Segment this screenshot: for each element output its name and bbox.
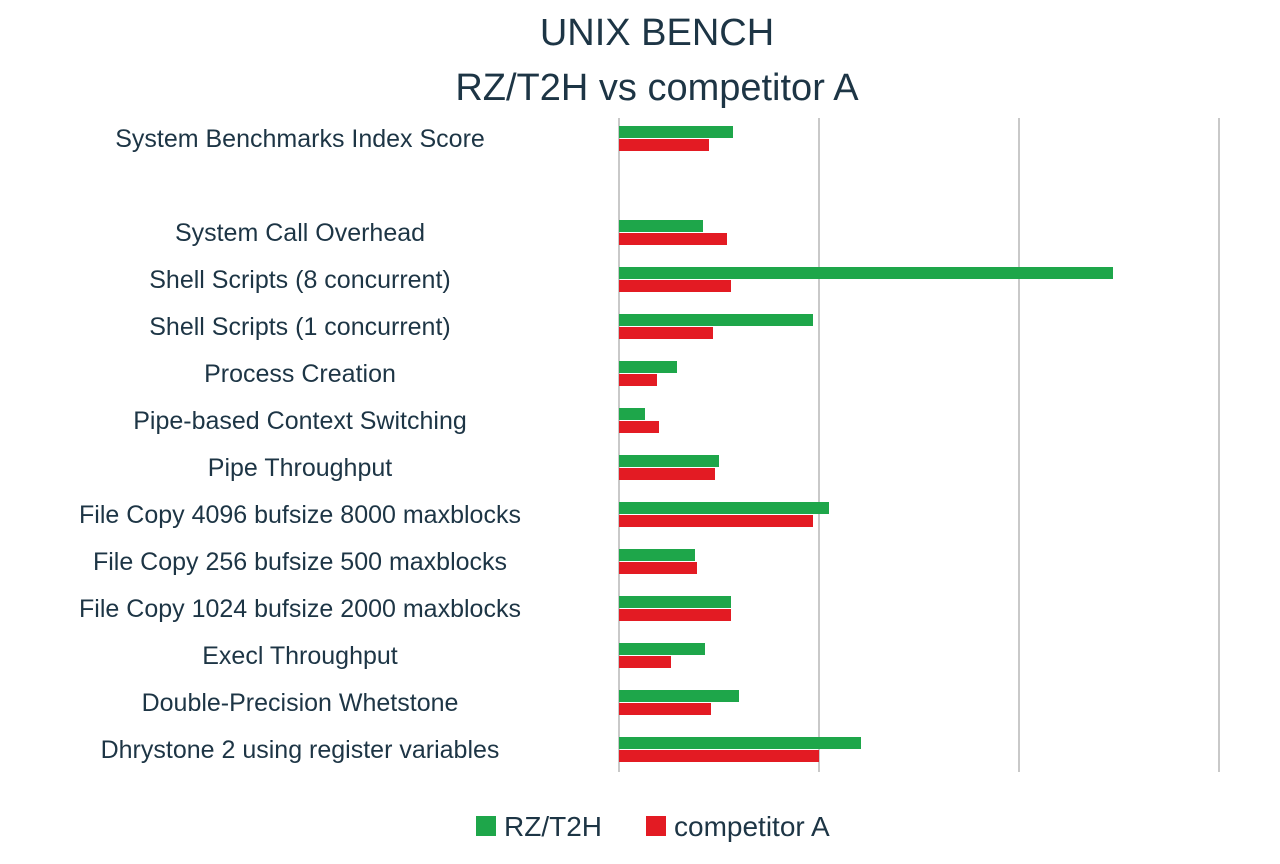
category-label-7: Pipe Throughput: [208, 454, 392, 482]
bar-rzt2h-6: [619, 408, 645, 420]
bar-rzt2h-5: [619, 361, 677, 373]
bar-rzt2h-13: [619, 737, 861, 749]
legend: RZ/T2H competitor A: [476, 811, 830, 842]
bar-competitor-a-7: [619, 468, 715, 480]
legend-swatch-0: [476, 816, 496, 836]
chart-title: UNIX BENCH: [540, 12, 774, 54]
bars: [619, 126, 1113, 762]
category-label-6: Pipe-based Context Switching: [133, 407, 467, 435]
category-labels: System Benchmarks Index Score System Call…: [79, 125, 521, 764]
category-label-5: Process Creation: [204, 360, 396, 388]
legend-label-0: RZ/T2H: [504, 811, 602, 842]
bar-rzt2h-4: [619, 314, 813, 326]
category-label-9: File Copy 256 bufsize 500 maxblocks: [93, 548, 507, 576]
bar-competitor-a-0: [619, 139, 709, 151]
bar-competitor-a-9: [619, 562, 697, 574]
bar-competitor-a-2: [619, 233, 727, 245]
category-label-2: System Call Overhead: [175, 219, 425, 247]
bar-competitor-a-6: [619, 421, 659, 433]
bar-rzt2h-3: [619, 267, 1113, 279]
bar-rzt2h-0: [619, 126, 733, 138]
bar-rzt2h-9: [619, 549, 695, 561]
bar-rzt2h-7: [619, 455, 719, 467]
category-label-12: Double-Precision Whetstone: [142, 689, 459, 717]
bar-rzt2h-12: [619, 690, 739, 702]
bar-competitor-a-10: [619, 609, 731, 621]
category-label-13: Dhrystone 2 using register variables: [101, 736, 500, 764]
bar-competitor-a-8: [619, 515, 813, 527]
bar-competitor-a-5: [619, 374, 657, 386]
bar-competitor-a-12: [619, 703, 711, 715]
legend-swatch-1: [646, 816, 666, 836]
category-label-8: File Copy 4096 bufsize 8000 maxblocks: [79, 501, 521, 529]
category-label-10: File Copy 1024 bufsize 2000 maxblocks: [79, 595, 521, 623]
bar-rzt2h-11: [619, 643, 705, 655]
gridlines: [618, 118, 1220, 772]
chart-subtitle: RZ/T2H vs competitor A: [455, 67, 859, 109]
category-label-4: Shell Scripts (1 concurrent): [149, 313, 451, 341]
category-label-0: System Benchmarks Index Score: [115, 125, 485, 153]
bar-competitor-a-11: [619, 656, 671, 668]
category-label-11: Execl Throughput: [202, 642, 398, 670]
legend-label-1: competitor A: [674, 811, 830, 842]
bar-competitor-a-3: [619, 280, 731, 292]
bar-rzt2h-8: [619, 502, 829, 514]
category-label-3: Shell Scripts (8 concurrent): [149, 266, 451, 294]
bar-competitor-a-13: [619, 750, 819, 762]
bar-competitor-a-4: [619, 327, 713, 339]
bar-rzt2h-10: [619, 596, 731, 608]
bar-rzt2h-2: [619, 220, 703, 232]
